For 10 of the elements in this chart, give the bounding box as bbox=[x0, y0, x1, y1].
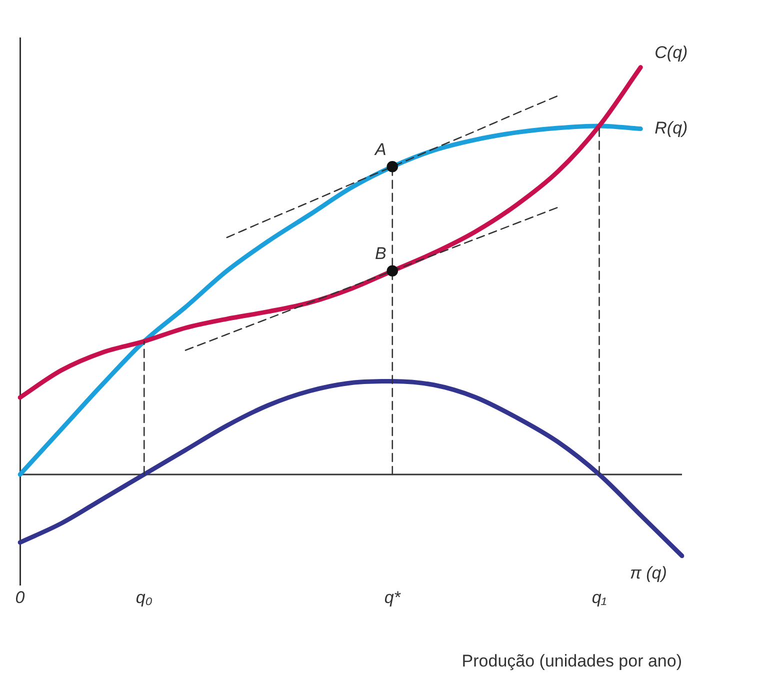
x-tick-label: q* bbox=[384, 588, 402, 608]
series-label: R(q) bbox=[654, 118, 688, 138]
annotation: B bbox=[375, 244, 386, 264]
x-axis-title: Produção (unidades por ano) bbox=[462, 651, 682, 670]
x-tick-label: q₀ bbox=[136, 588, 152, 608]
annotation: A bbox=[374, 140, 386, 159]
series-label: C(q) bbox=[654, 43, 688, 62]
series-label: π (q) bbox=[630, 564, 667, 583]
x-tick-label: 0 bbox=[15, 588, 26, 608]
x-tick-label: q₁ bbox=[592, 588, 607, 608]
